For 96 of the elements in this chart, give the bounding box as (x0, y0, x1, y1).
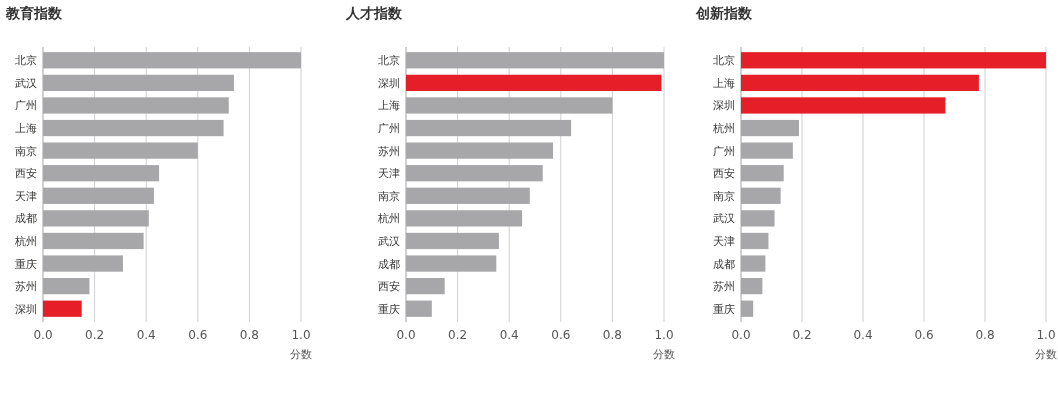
x-tick-label: 0.4 (136, 328, 156, 342)
x-tick-label: 0.6 (551, 328, 571, 342)
y-tick-label: 广州 (713, 144, 735, 158)
bar (741, 210, 775, 227)
bar (43, 300, 82, 317)
bar (741, 52, 1046, 69)
bar (406, 187, 530, 204)
x-tick-label: 1.0 (654, 328, 674, 342)
y-tick-label: 重庆 (15, 257, 37, 271)
x-tick-label: 0.8 (975, 328, 995, 342)
x-tick-label: 0.6 (914, 328, 934, 342)
bar (43, 74, 234, 92)
y-tick-label: 成都 (15, 212, 37, 226)
y-tick-label: 苏州 (15, 280, 37, 294)
y-tick-label: 北京 (713, 54, 735, 68)
y-tick-label: 广州 (378, 122, 400, 136)
bar (406, 255, 497, 272)
bar (43, 187, 154, 204)
x-tick-label: 1.0 (291, 328, 311, 342)
y-tick-label: 南京 (15, 144, 37, 158)
y-tick-label: 天津 (713, 234, 735, 248)
x-tick-label: 0.4 (853, 328, 873, 342)
bar (43, 97, 229, 114)
y-tick-label: 杭州 (712, 122, 735, 136)
chart-title: 人才指数 (345, 5, 403, 21)
bar (741, 119, 799, 137)
bar (43, 232, 144, 250)
x-tick-label: 0.2 (792, 328, 812, 342)
bar (43, 52, 301, 69)
bar (741, 278, 763, 295)
bar (741, 74, 979, 92)
chart-title: 教育指数 (5, 5, 63, 21)
y-tick-label: 武汉 (713, 212, 735, 226)
y-tick-label: 天津 (15, 189, 37, 203)
bar (43, 278, 90, 295)
bar (741, 165, 784, 182)
y-tick-label: 广州 (15, 99, 37, 113)
y-tick-label: 深圳 (713, 99, 735, 113)
y-tick-label: 重庆 (713, 302, 735, 316)
bar (741, 97, 946, 114)
y-tick-label: 杭州 (377, 212, 400, 226)
bar (741, 300, 754, 317)
x-tick-label: 0.2 (85, 328, 105, 342)
x-axis-title: 分数 (290, 348, 312, 361)
x-axis-title: 分数 (1035, 348, 1057, 361)
y-tick-label: 南京 (378, 189, 400, 203)
y-tick-label: 重庆 (378, 302, 400, 316)
y-tick-label: 武汉 (378, 234, 400, 248)
bar (406, 52, 664, 69)
x-axis-title: 分数 (653, 348, 675, 361)
bar (406, 232, 499, 250)
bar (43, 210, 149, 227)
x-tick-label: 0.2 (448, 328, 468, 342)
y-tick-label: 北京 (15, 54, 37, 68)
y-tick-label: 成都 (378, 257, 400, 271)
y-tick-label: 南京 (713, 189, 735, 203)
bar (43, 142, 198, 159)
x-tick-label: 1.0 (1036, 328, 1056, 342)
bar (406, 165, 543, 182)
y-tick-label: 杭州 (14, 234, 37, 248)
bar (741, 232, 769, 250)
y-tick-label: 武汉 (15, 76, 37, 90)
y-tick-label: 北京 (378, 54, 400, 68)
bar (43, 255, 123, 272)
bar (741, 187, 781, 204)
bar (406, 210, 523, 227)
bar (406, 142, 554, 159)
x-tick-label: 0.8 (602, 328, 622, 342)
bar (406, 97, 613, 114)
bar (741, 255, 766, 272)
bar (43, 165, 160, 182)
y-tick-label: 深圳 (378, 76, 400, 90)
y-tick-label: 西安 (378, 280, 400, 294)
x-tick-label: 0.8 (239, 328, 259, 342)
bar (741, 142, 793, 159)
bar (43, 119, 224, 137)
x-tick-label: 0.4 (499, 328, 519, 342)
bar (406, 119, 572, 137)
bar (406, 300, 432, 317)
x-tick-label: 0.6 (188, 328, 208, 342)
y-tick-label: 成都 (713, 257, 735, 271)
y-tick-label: 深圳 (15, 302, 37, 316)
x-tick-label: 0.0 (396, 328, 416, 342)
y-tick-label: 苏州 (713, 280, 735, 294)
y-tick-label: 上海 (378, 99, 400, 113)
y-tick-label: 苏州 (378, 144, 400, 158)
y-tick-label: 西安 (713, 167, 735, 181)
y-tick-label: 西安 (15, 167, 37, 181)
x-tick-label: 0.0 (731, 328, 751, 342)
y-tick-label: 上海 (713, 76, 735, 90)
bar (406, 74, 662, 92)
y-tick-label: 天津 (378, 167, 400, 181)
bar (406, 278, 445, 295)
x-tick-label: 0.0 (33, 328, 53, 342)
y-tick-label: 上海 (15, 122, 37, 136)
chart-title: 创新指数 (695, 5, 753, 21)
